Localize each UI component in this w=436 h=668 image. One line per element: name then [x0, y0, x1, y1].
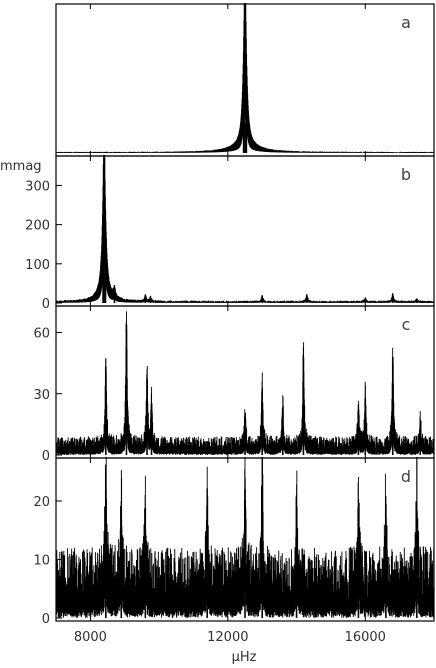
- y-tick-label: 300: [25, 179, 50, 194]
- panel-c: 0 30 60 c: [33, 305, 435, 464]
- panel-frame: [55, 155, 435, 307]
- y-tick-label: 30: [33, 388, 50, 403]
- x-axis: 8000 12000 16000: [74, 630, 386, 645]
- y-tick-label: 100: [25, 258, 50, 273]
- panel-b: 0 100 200 300 b: [25, 155, 435, 312]
- y-axis-title: mmag: [0, 159, 42, 174]
- x-axis-title: μHz: [232, 650, 257, 665]
- spectrum-trace: [55, 456, 435, 618]
- panel-label: a: [401, 13, 411, 32]
- x-tick-label: 8000: [74, 630, 107, 645]
- panel-label: d: [401, 467, 411, 486]
- y-tick-label: 0: [42, 297, 50, 312]
- y-tick-label: 10: [33, 553, 50, 568]
- y-tick-label: 0: [42, 449, 50, 464]
- y-tick-label: 0: [42, 612, 50, 627]
- panel-d: 0 10 20 d: [33, 456, 435, 627]
- panels-group: a 0 100 200 300 b 0 30 60 c 0 10 20 d: [25, 3, 435, 627]
- x-tick-label: 12000: [207, 630, 248, 645]
- spectrum-trace: [55, 155, 435, 303]
- x-tick-label: 16000: [345, 630, 386, 645]
- panel-label: b: [401, 165, 411, 184]
- panel-a: a: [55, 3, 435, 157]
- panel-label: c: [402, 315, 411, 334]
- y-tick-label: 20: [33, 495, 50, 510]
- y-tick-label: 200: [25, 219, 50, 234]
- spectrum-trace: [55, 3, 435, 153]
- y-tick-label: 60: [33, 327, 50, 342]
